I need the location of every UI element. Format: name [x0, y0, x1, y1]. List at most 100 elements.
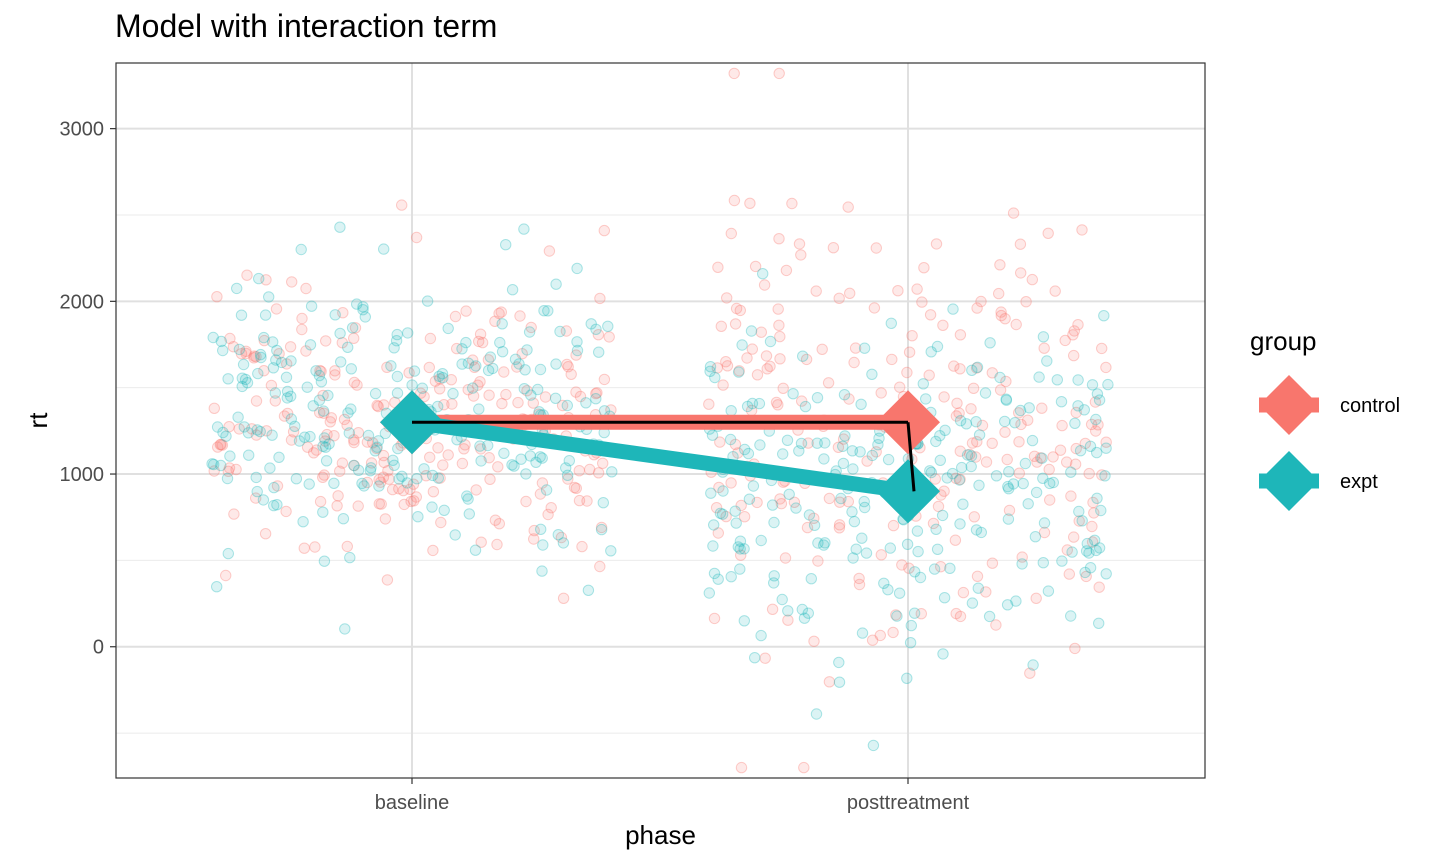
data-point-expt [318, 432, 331, 444]
data-point-expt [388, 342, 400, 354]
data-point-control [378, 456, 390, 469]
data-point-expt [494, 336, 506, 349]
data-point-control [721, 360, 734, 372]
data-point-control [418, 390, 430, 403]
data-point-control [1059, 334, 1071, 347]
data-point-expt [1029, 531, 1042, 543]
data-point-expt [295, 243, 307, 256]
data-point-control [438, 399, 450, 411]
data-point-control [331, 500, 343, 512]
data-point-control [250, 429, 263, 441]
data-point-expt [1003, 466, 1015, 478]
data-point-control [208, 402, 221, 414]
data-point-control [834, 496, 846, 508]
data-point-expt [954, 518, 966, 530]
data-point-control [954, 363, 966, 375]
data-point-control [1003, 504, 1016, 517]
data-point-control [528, 533, 540, 545]
data-point-expt [1002, 480, 1014, 493]
data-point-expt [1099, 470, 1111, 482]
data-point-control [407, 478, 420, 490]
data-point-control [408, 495, 420, 507]
data-point-expt [211, 581, 223, 593]
data-point-expt [912, 545, 924, 558]
data-point-control [1086, 520, 1098, 533]
data-point-control [215, 438, 227, 451]
data-point-control [281, 407, 294, 420]
data-point-expt [387, 454, 399, 466]
data-point-control [714, 436, 726, 448]
data-point-expt [819, 537, 831, 549]
data-point-expt [741, 400, 754, 413]
data-point-expt [1044, 477, 1056, 490]
data-point-control [301, 441, 314, 453]
data-point-control [999, 313, 1011, 325]
data-point-control [853, 572, 865, 585]
data-point-expt [237, 358, 250, 371]
data-point-expt [973, 479, 985, 491]
data-point-expt [412, 511, 424, 523]
data-point-expt [983, 610, 996, 623]
data-point-control [573, 465, 585, 477]
data-point-control [492, 461, 504, 473]
data-point-control [598, 373, 611, 386]
data-point-expt [931, 543, 944, 555]
data-point-expt [1098, 310, 1110, 322]
data-point-expt [467, 382, 479, 394]
data-point-control [1096, 469, 1108, 481]
data-point-expt [263, 291, 275, 303]
data-point-expt [934, 430, 946, 442]
data-point-control [1072, 319, 1084, 331]
data-point-control [1036, 402, 1048, 414]
data-point-expt [884, 542, 896, 554]
data-point-control [990, 619, 1002, 631]
data-point-control [728, 194, 741, 207]
data-point-control [861, 455, 873, 467]
data-point-expt [764, 335, 777, 348]
data-point-control [833, 519, 846, 531]
data-point-control [965, 403, 977, 415]
data-point-control [429, 375, 442, 387]
data-point-expt [1065, 466, 1077, 478]
data-point-control [950, 472, 962, 484]
data-point-expt [925, 466, 937, 479]
data-point-control [728, 67, 740, 80]
data-point-control [914, 442, 926, 454]
data-point-expt [251, 485, 263, 498]
data-point-expt [379, 427, 392, 440]
data-point-expt [267, 362, 280, 374]
data-point-expt [1078, 404, 1091, 416]
data-point-expt [217, 344, 229, 357]
data-point-control [874, 629, 886, 642]
data-point-expt [867, 739, 880, 752]
data-point-expt [1095, 504, 1107, 517]
data-point-expt [837, 457, 850, 470]
data-point-expt [401, 477, 413, 489]
data-point-expt [846, 445, 859, 457]
data-point-expt [348, 459, 360, 472]
data-point-expt [542, 305, 554, 317]
data-point-control [935, 561, 947, 573]
data-point-control [866, 634, 879, 646]
data-point-expt [729, 505, 741, 517]
data-point-control [755, 326, 767, 338]
data-point-expt [1047, 476, 1060, 489]
data-point-control [592, 467, 605, 479]
data-point-expt [460, 336, 472, 349]
data-point-expt [317, 405, 330, 417]
data-point-expt [818, 453, 830, 465]
x-tick-label: posttreatment [847, 792, 970, 814]
data-point-expt [708, 567, 721, 580]
data-point-control [729, 318, 742, 330]
data-point-control [967, 382, 980, 394]
data-point-expt [411, 473, 423, 485]
data-point-control [483, 452, 495, 464]
data-point-control [235, 348, 248, 360]
chart-title: Model with interaction term [115, 8, 498, 44]
data-point-control [823, 492, 836, 505]
data-point-control [1028, 450, 1041, 462]
data-point-expt [1037, 557, 1050, 569]
data-point-expt [605, 545, 617, 557]
data-point-expt [802, 607, 814, 619]
data-point-expt [525, 389, 537, 401]
